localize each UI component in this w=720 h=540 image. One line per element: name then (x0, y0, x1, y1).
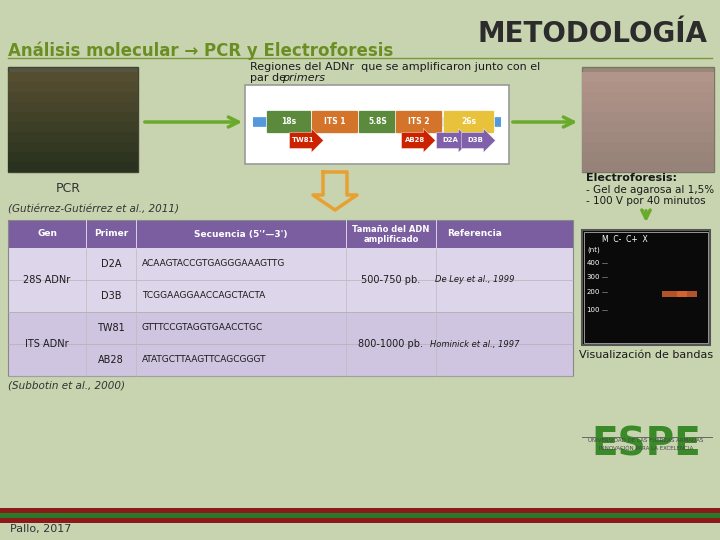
Text: ITS ADNr: ITS ADNr (25, 339, 69, 349)
Text: Pallo, 2017: Pallo, 2017 (10, 524, 71, 534)
Text: (nt): (nt) (588, 247, 600, 253)
FancyBboxPatch shape (289, 129, 323, 152)
Text: Visualización de bandas: Visualización de bandas (579, 350, 713, 360)
FancyBboxPatch shape (245, 85, 509, 164)
FancyBboxPatch shape (582, 132, 714, 142)
FancyBboxPatch shape (8, 122, 138, 132)
FancyBboxPatch shape (266, 111, 312, 133)
Text: 800-1000 pb.: 800-1000 pb. (359, 339, 423, 349)
Text: primers: primers (282, 73, 325, 83)
Text: Electroforesis:: Electroforesis: (586, 173, 677, 183)
Text: GTTTCCGTAGGTGAACCTGC: GTTTCCGTAGGTGAACCTGC (142, 323, 264, 333)
FancyBboxPatch shape (8, 162, 138, 172)
Text: - Gel de agarosa al 1,5%: - Gel de agarosa al 1,5% (586, 185, 714, 195)
FancyBboxPatch shape (8, 132, 138, 142)
Text: D3B: D3B (467, 137, 483, 143)
FancyBboxPatch shape (462, 129, 495, 152)
Text: 300: 300 (587, 274, 600, 280)
Text: ITS 1: ITS 1 (324, 118, 346, 126)
FancyBboxPatch shape (402, 129, 436, 152)
Text: Referencia: Referencia (447, 230, 502, 239)
Text: ACAAGTACCGTGAGGGAAAGTTG: ACAAGTACCGTGAGGGAAAGTTG (142, 260, 285, 268)
FancyBboxPatch shape (582, 92, 714, 102)
FancyBboxPatch shape (359, 111, 397, 133)
Text: D3B: D3B (101, 291, 121, 301)
Text: 400: 400 (587, 260, 600, 266)
Text: D2A: D2A (101, 259, 121, 269)
Text: 26s: 26s (462, 118, 477, 126)
FancyBboxPatch shape (8, 92, 138, 102)
FancyBboxPatch shape (436, 129, 470, 152)
Text: UNIVERSIDAD DE LAS FUERZAS ARMADAS: UNIVERSIDAD DE LAS FUERZAS ARMADAS (588, 438, 703, 443)
Text: METODOLOGÍA: METODOLOGÍA (478, 20, 708, 48)
Text: PCR: PCR (55, 182, 81, 195)
Text: De Ley et al., 1999: De Ley et al., 1999 (435, 275, 514, 285)
Text: 28S ADNr: 28S ADNr (23, 275, 71, 285)
Text: (Gutiérrez-Gutiérrez et al., 2011): (Gutiérrez-Gutiérrez et al., 2011) (8, 205, 179, 215)
FancyBboxPatch shape (8, 142, 138, 152)
FancyBboxPatch shape (582, 112, 714, 122)
Text: Análisis molecular → PCR y Electroforesis: Análisis molecular → PCR y Electroforesi… (8, 42, 393, 60)
Text: TW81: TW81 (97, 323, 125, 333)
Text: Regiones del ADNr  que se amplificaron junto con el: Regiones del ADNr que se amplificaron ju… (250, 62, 540, 72)
Text: INNOVACIÓN PARA LA EXCELENCIA: INNOVACIÓN PARA LA EXCELENCIA (599, 446, 693, 451)
Text: D2A: D2A (442, 137, 458, 143)
FancyBboxPatch shape (312, 111, 359, 133)
Text: (Subbotin et al., 2000): (Subbotin et al., 2000) (8, 381, 125, 391)
Text: M  C-  C+  X: M C- C+ X (602, 235, 648, 244)
FancyBboxPatch shape (8, 152, 138, 162)
FancyBboxPatch shape (582, 152, 714, 162)
Text: Secuencia (5'’—3'): Secuencia (5'’—3') (194, 230, 288, 239)
Text: AB28: AB28 (405, 137, 425, 143)
Text: ESPE: ESPE (591, 425, 701, 463)
Text: TCGGAAGGAACCAGCTACTA: TCGGAAGGAACCAGCTACTA (142, 292, 265, 300)
Text: Tamaño del ADN: Tamaño del ADN (352, 226, 430, 234)
FancyBboxPatch shape (444, 111, 495, 133)
FancyBboxPatch shape (8, 312, 573, 376)
FancyBboxPatch shape (8, 220, 573, 248)
FancyBboxPatch shape (582, 162, 714, 172)
Bar (0, 508, 720, 513)
FancyBboxPatch shape (662, 291, 687, 297)
Text: amplificado: amplificado (364, 235, 419, 245)
Text: 5.8S: 5.8S (368, 118, 387, 126)
Text: par de: par de (250, 73, 289, 83)
FancyBboxPatch shape (582, 67, 714, 172)
FancyBboxPatch shape (8, 102, 138, 112)
Text: AB28: AB28 (98, 355, 124, 365)
FancyBboxPatch shape (8, 72, 138, 82)
FancyBboxPatch shape (8, 112, 138, 122)
Text: TW81: TW81 (292, 137, 314, 143)
Text: 18s: 18s (282, 118, 297, 126)
Text: 200: 200 (587, 289, 600, 295)
Text: ITS 2: ITS 2 (408, 118, 430, 126)
Text: ATATGCTTAAGTTCAGCGGGT: ATATGCTTAAGTTCAGCGGGT (142, 355, 266, 364)
Text: 100: 100 (587, 307, 600, 313)
FancyBboxPatch shape (8, 67, 138, 172)
Text: Primer: Primer (94, 230, 128, 239)
FancyBboxPatch shape (395, 111, 443, 133)
FancyBboxPatch shape (582, 82, 714, 92)
FancyBboxPatch shape (8, 248, 573, 312)
FancyBboxPatch shape (582, 142, 714, 152)
Bar (0, 513, 720, 518)
FancyBboxPatch shape (582, 72, 714, 82)
FancyBboxPatch shape (582, 102, 714, 112)
Text: 500-750 pb.: 500-750 pb. (361, 275, 420, 285)
FancyBboxPatch shape (582, 230, 710, 345)
FancyBboxPatch shape (582, 122, 714, 132)
FancyBboxPatch shape (8, 82, 138, 92)
Bar (0, 518, 720, 523)
Text: Gen: Gen (37, 230, 57, 239)
FancyBboxPatch shape (677, 291, 697, 297)
Text: - 100 V por 40 minutos: - 100 V por 40 minutos (586, 196, 706, 206)
Text: Hominick et al., 1997: Hominick et al., 1997 (430, 340, 519, 348)
